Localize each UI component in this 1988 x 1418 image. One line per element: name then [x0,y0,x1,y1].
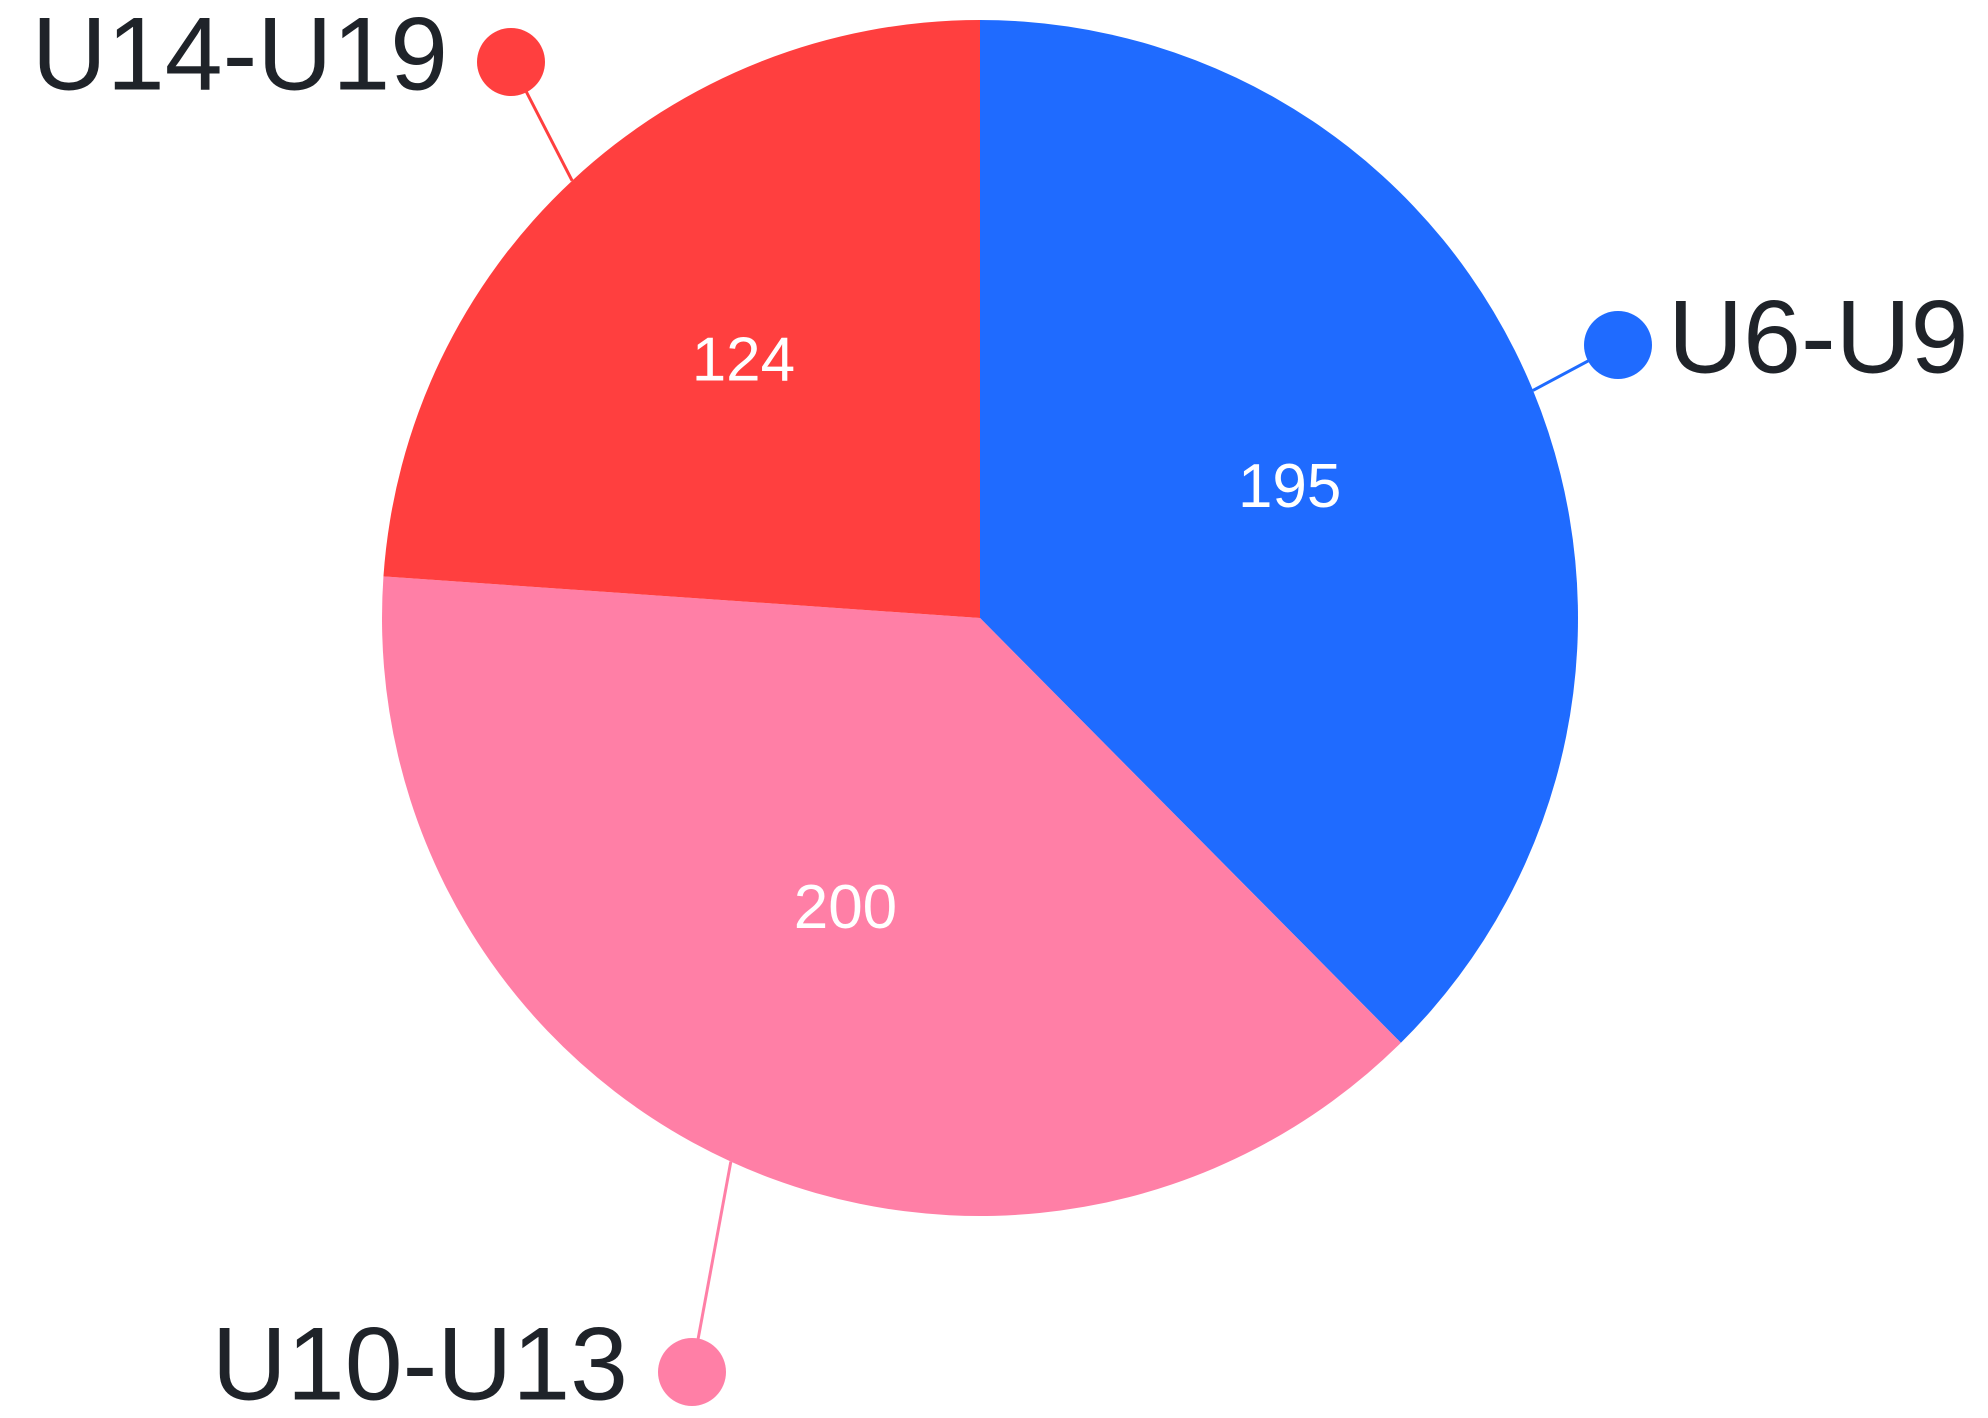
legend-dot-u10-u13 [658,1338,726,1406]
legend-dot-u14-u19 [477,28,545,96]
category-label-u14-u19: U14-U19 [32,0,448,112]
pie-slices [382,20,1578,1216]
pie-slice-u14-u19 [383,20,980,618]
pie-slice-u10-u13 [382,576,1401,1216]
slice-value-label-u14-u19: 124 [692,326,795,395]
category-labels: U6-U9 U10-U13 U14-U19 [32,0,1969,1418]
category-label-u10-u13: U10-U13 [212,1306,628,1418]
leader-lines [477,28,1652,1406]
leader-line-u10-u13 [690,1161,733,1373]
slice-value-label-u10-u13: 200 [794,873,897,942]
pie-slice-u6-u9 [980,20,1578,1043]
slice-value-labels: 195 200 124 [692,326,1342,942]
slice-value-label-u6-u9: 195 [1238,452,1341,521]
category-label-u6-u9: U6-U9 [1668,279,1969,395]
legend-dot-u6-u9 [1584,311,1652,379]
